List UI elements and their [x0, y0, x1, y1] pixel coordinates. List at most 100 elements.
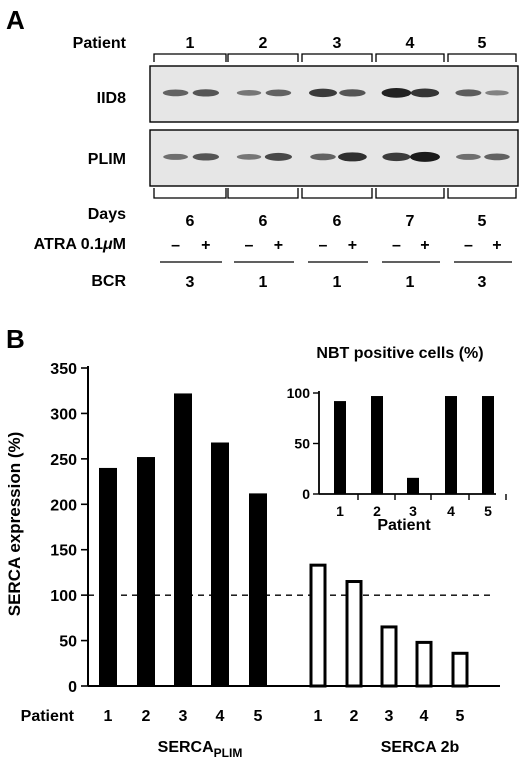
band-iid8-p5-plus: [485, 90, 509, 96]
band-iid8-p4-minus: [381, 88, 412, 98]
bcr-value-1: 3: [186, 274, 195, 291]
bracket-bottom-1: [153, 188, 227, 199]
band-plim-p1-minus: [163, 153, 189, 160]
inset-chart-category-labels: 1 2 3 4 5: [336, 503, 492, 519]
days-value-4: 7: [406, 213, 415, 230]
main-y-tick-label-100: 100: [50, 588, 77, 605]
bracket-top-1: [153, 53, 227, 62]
bracket-bottom-2: [227, 188, 299, 199]
band-iid8-p5-minus: [455, 89, 482, 97]
band-plim-p3-minus: [310, 153, 336, 161]
blot-label-plim: PLIM: [88, 151, 126, 168]
days-value-5: 5: [478, 213, 487, 230]
patient-label-5: 5: [478, 35, 487, 52]
atra-treatment-row: – + – + – + – + – +: [171, 237, 501, 254]
bar-serca-2b-1: [309, 563, 327, 688]
inset-patient-1: 1: [336, 503, 344, 519]
atra-plus-1: +: [201, 237, 210, 254]
atra-minus-4: –: [392, 237, 401, 254]
atra-plus-3: +: [348, 237, 357, 254]
band-iid8-p3-plus: [339, 89, 366, 97]
atra-minus-1: –: [171, 237, 180, 254]
serca-plim-patient-2: 2: [142, 708, 151, 725]
inset-chart-bars: [334, 396, 494, 494]
lane-group-brackets-bottom: [153, 188, 517, 199]
band-plim-p2-plus: [264, 152, 292, 161]
main-y-tick-label-200: 200: [50, 497, 77, 514]
inset-bar-4: [445, 396, 457, 494]
bracket-top-3: [301, 53, 373, 62]
y-axis-label: SERCA expression (%): [5, 432, 24, 617]
atra-row-label: ATRA 0.1μM: [34, 236, 126, 253]
atra-minus-3: –: [319, 237, 328, 254]
group-label-serca-plim: SERCAPLIM: [158, 739, 243, 760]
patient-row-label: Patient: [73, 35, 127, 52]
atra-plus-4: +: [420, 237, 429, 254]
atra-plus-2: +: [274, 237, 283, 254]
band-plim-p5-minus: [456, 153, 481, 160]
bcr-value-3: 1: [333, 274, 342, 291]
days-value-3: 6: [333, 213, 342, 230]
main-y-tick-label-150: 150: [50, 543, 77, 560]
band-plim-p1-plus: [192, 153, 220, 161]
band-iid8-p2-minus: [236, 89, 262, 96]
group-label-serca-plim-main: SERCA: [158, 739, 214, 756]
band-iid8-p3-minus: [309, 88, 337, 98]
inset-title: NBT positive cells (%): [316, 345, 483, 362]
band-plim-p4-minus: [382, 152, 411, 162]
serca-2b-patient-3: 3: [385, 708, 394, 725]
bcr-row-label: BCR: [91, 273, 126, 290]
band-iid8-p4-plus: [410, 88, 440, 98]
inset-patient-3: 3: [409, 503, 417, 519]
inset-patient-2: 2: [373, 503, 381, 519]
patient-label-2: 2: [259, 35, 268, 52]
inset-bar-5: [482, 396, 494, 494]
patient-label-3: 3: [333, 35, 342, 52]
atra-unit-mu: μ: [102, 236, 113, 253]
days-row-label: Days: [88, 206, 126, 223]
days-value-2: 6: [259, 213, 268, 230]
band-iid8-p1-minus: [162, 89, 189, 97]
serca-plim-patient-4: 4: [216, 708, 225, 725]
serca-2b-patient-1: 1: [314, 708, 323, 725]
bcr-value-2: 1: [259, 274, 268, 291]
bracket-top-5: [447, 53, 517, 62]
serca-2b-patient-2: 2: [350, 708, 359, 725]
band-plim-p2-minus: [236, 153, 262, 160]
atra-minus-5: –: [464, 237, 473, 254]
inset-y-tick-label-0: 0: [302, 486, 310, 502]
group-label-serca-2b: SERCA 2b: [381, 739, 460, 756]
blot-strip-iid8: [149, 65, 519, 123]
bcr-row: 3 1 1 1 3: [186, 274, 487, 291]
bar-serca-2b-5: [451, 651, 469, 688]
serca-plim-patient-5: 5: [254, 708, 263, 725]
bar-serca-2b-4: [415, 640, 433, 688]
band-plim-p5-plus: [484, 153, 510, 161]
inset-y-tick-label-100: 100: [287, 385, 311, 401]
lane-group-brackets-top: [153, 53, 517, 62]
band-iid8-p2-plus: [265, 89, 292, 97]
bar-serca-plim-3: [174, 393, 192, 686]
main-chart-category-labels: 1 2 3 4 5 1 2 3 4 5: [104, 708, 465, 725]
x-row-label-patient: Patient: [21, 708, 75, 725]
inset-patient-5: 5: [484, 503, 492, 519]
atra-minus-2: –: [245, 237, 254, 254]
group-label-serca-plim-sub: PLIM: [214, 746, 243, 760]
panel-a-letter: A: [6, 5, 25, 35]
bracket-top-4: [375, 53, 445, 62]
serca-2b-patient-5: 5: [456, 708, 465, 725]
panel-a-western-blot: A Patient 1 2 3 4 5 IID8 PLIM Days 6 6 6 7 5 ATR…: [6, 5, 519, 291]
days-row: 6 6 6 7 5: [186, 213, 487, 230]
main-y-tick-label-300: 300: [50, 406, 77, 423]
bar-serca-2b-2: [345, 580, 363, 688]
bcr-value-5: 3: [478, 274, 487, 291]
patient-label-4: 4: [406, 35, 415, 52]
bracket-top-2: [227, 53, 299, 62]
inset-x-axis-label: Patient: [377, 517, 431, 534]
atra-label-text: ATRA 0.1: [34, 236, 103, 253]
serca-plim-patient-1: 1: [104, 708, 113, 725]
main-y-tick-label-50: 50: [59, 634, 77, 651]
bracket-bottom-4: [375, 188, 445, 199]
